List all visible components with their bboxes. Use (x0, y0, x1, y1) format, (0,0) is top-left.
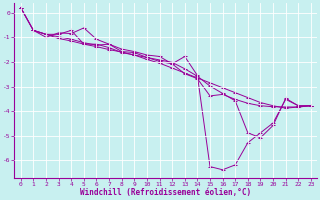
X-axis label: Windchill (Refroidissement éolien,°C): Windchill (Refroidissement éolien,°C) (80, 188, 252, 197)
